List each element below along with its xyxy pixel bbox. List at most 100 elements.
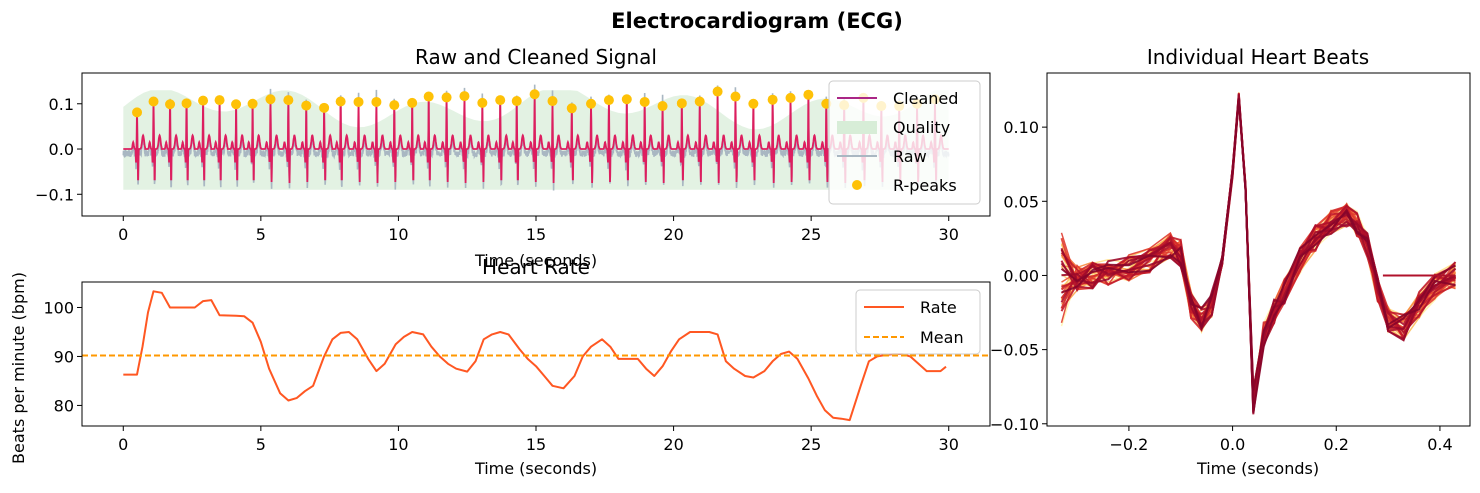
legend-raw-label: Raw bbox=[893, 147, 927, 166]
figure-title: Electrocardiogram (ECG) bbox=[611, 9, 903, 33]
r-peak-point bbox=[231, 99, 242, 110]
heart-rate-xtick-label: 10 bbox=[388, 435, 408, 454]
r-peak-point bbox=[371, 96, 382, 107]
r-peak-point bbox=[547, 96, 558, 107]
heart-rate-xtick-label: 15 bbox=[526, 435, 546, 454]
heart-beats-ytick-label: 0.00 bbox=[1003, 266, 1039, 285]
quality-band bbox=[123, 90, 949, 190]
r-peak-point bbox=[319, 102, 330, 113]
raw-cleaned-ytick-label: −0.1 bbox=[35, 185, 74, 204]
r-peak-point bbox=[459, 91, 470, 102]
legend-quality-label: Quality bbox=[893, 118, 950, 137]
heart-rate-xtick-label: 30 bbox=[939, 435, 959, 454]
r-peak-point bbox=[621, 94, 632, 105]
heart-beat-line bbox=[1061, 92, 1456, 400]
heart-beats-xtick-label: −0.2 bbox=[1109, 435, 1148, 454]
legend-rate-label: Rate bbox=[920, 298, 957, 317]
r-peak-point bbox=[214, 95, 225, 106]
raw-cleaned-signal-panel: Raw and Cleaned Signal 0 5 10 15 20 25 30 −0.1 0… bbox=[35, 45, 991, 270]
r-peak-point bbox=[389, 100, 400, 111]
r-peak-point bbox=[748, 98, 759, 109]
raw-cleaned-xtick-label: 20 bbox=[663, 225, 683, 244]
heart-beat-line bbox=[1060, 96, 1456, 399]
raw-cleaned-xtick-label: 15 bbox=[526, 225, 546, 244]
heart-rate-ylabel: Beats per minute (bpm) bbox=[9, 272, 28, 464]
r-peak-point bbox=[132, 107, 143, 118]
raw-cleaned-xtick-label: 25 bbox=[801, 225, 821, 244]
heart-beats-xtick-label: 0.4 bbox=[1427, 435, 1452, 454]
r-peak-point bbox=[767, 94, 778, 105]
legend-rpeaks-label: R-peaks bbox=[893, 176, 957, 195]
heart-beat-line bbox=[1060, 94, 1457, 394]
r-peak-point bbox=[639, 96, 650, 107]
heart-beat-line bbox=[1060, 92, 1456, 392]
heart-beat-line bbox=[1060, 98, 1456, 389]
raw-cleaned-xtick-label: 10 bbox=[388, 225, 408, 244]
heart-rate-xtick-label: 0 bbox=[118, 435, 128, 454]
r-peak-point bbox=[247, 98, 258, 109]
heart-beat-line bbox=[1060, 99, 1456, 392]
r-peak-point bbox=[529, 89, 540, 100]
heart-beat-line bbox=[1060, 93, 1456, 389]
heart-beats-ytick-label: 0.10 bbox=[1003, 118, 1039, 137]
heart-beats-xlabel: Time (seconds) bbox=[1196, 459, 1319, 478]
r-peak-point bbox=[441, 92, 452, 103]
raw-cleaned-legend: Cleaned Quality Raw R-peaks bbox=[828, 80, 981, 205]
heart-beats-ytick-label: 0.05 bbox=[1003, 192, 1039, 211]
r-peak-point bbox=[785, 92, 796, 103]
r-peak-point bbox=[148, 96, 159, 107]
heart-beat-line bbox=[1060, 100, 1457, 392]
r-peak-point bbox=[353, 96, 364, 107]
legend-quality-swatch bbox=[837, 121, 877, 134]
r-peak-point bbox=[694, 96, 705, 107]
r-peak-point bbox=[407, 97, 418, 108]
heart-beats-title: Individual Heart Beats bbox=[1147, 45, 1369, 69]
r-peak-point bbox=[586, 98, 597, 109]
heart-rate-legend: Rate Mean bbox=[855, 289, 981, 355]
heart-beat-line bbox=[1060, 95, 1456, 396]
r-peak-point bbox=[181, 98, 192, 109]
heart-beats-xtick-label: 0.2 bbox=[1324, 435, 1349, 454]
r-peak-point bbox=[335, 96, 346, 107]
heart-beat-line bbox=[1060, 95, 1457, 394]
raw-cleaned-xtick-label: 5 bbox=[256, 225, 266, 244]
heart-beat-line bbox=[1061, 93, 1456, 390]
heart-beat-line bbox=[1060, 99, 1457, 393]
r-peak-point bbox=[165, 99, 176, 110]
r-peak-point bbox=[301, 100, 312, 111]
r-peak-point bbox=[198, 95, 209, 106]
heart-beat-line bbox=[1061, 102, 1456, 397]
r-peak-point bbox=[423, 91, 434, 102]
heart-beats-xtick-label: 0.0 bbox=[1220, 435, 1245, 454]
raw-cleaned-title: Raw and Cleaned Signal bbox=[415, 45, 657, 69]
heart-beat-line bbox=[1060, 101, 1456, 397]
r-peak-point bbox=[495, 95, 506, 106]
raw-cleaned-xtick-label: 30 bbox=[939, 225, 959, 244]
heart-rate-axes-frame bbox=[81, 281, 991, 427]
r-peak-point bbox=[265, 94, 276, 105]
raw-cleaned-ytick-label: 0.1 bbox=[49, 95, 74, 114]
heart-beat-line bbox=[1060, 101, 1456, 398]
legend-box bbox=[828, 80, 981, 205]
r-peak-point bbox=[712, 86, 723, 97]
raw-cleaned-axes-frame bbox=[81, 72, 991, 217]
individual-heart-beats-panel: Individual Heart Beats −0.2 0.0 0.2 0.4 −0.1… bbox=[990, 45, 1471, 478]
heart-rate-panel: 0 5 10 15 20 25 30 80 90 100 Heart Rate Time (sec… bbox=[9, 255, 991, 478]
heart-beat-line bbox=[1060, 94, 1457, 394]
heart-beats-ytick-label: −0.10 bbox=[990, 415, 1039, 434]
legend-mean-label: Mean bbox=[920, 328, 964, 347]
r-peak-point bbox=[676, 98, 687, 109]
r-peak-point bbox=[566, 103, 577, 114]
r-peak-point bbox=[657, 101, 668, 112]
heart-beats-ytick-label: −0.05 bbox=[990, 341, 1039, 360]
r-peak-point bbox=[803, 89, 814, 100]
heart-rate-xtick-label: 25 bbox=[801, 435, 821, 454]
heart-beat-line bbox=[1060, 98, 1456, 391]
raw-cleaned-xtick-label: 0 bbox=[118, 225, 128, 244]
r-peak-point bbox=[511, 96, 522, 107]
legend-cleaned-label: Cleaned bbox=[893, 89, 958, 108]
heart-rate-xtick-label: 20 bbox=[663, 435, 683, 454]
heart-beats-axes-frame bbox=[1046, 72, 1471, 427]
heart-rate-xlabel: Time (seconds) bbox=[474, 459, 597, 478]
